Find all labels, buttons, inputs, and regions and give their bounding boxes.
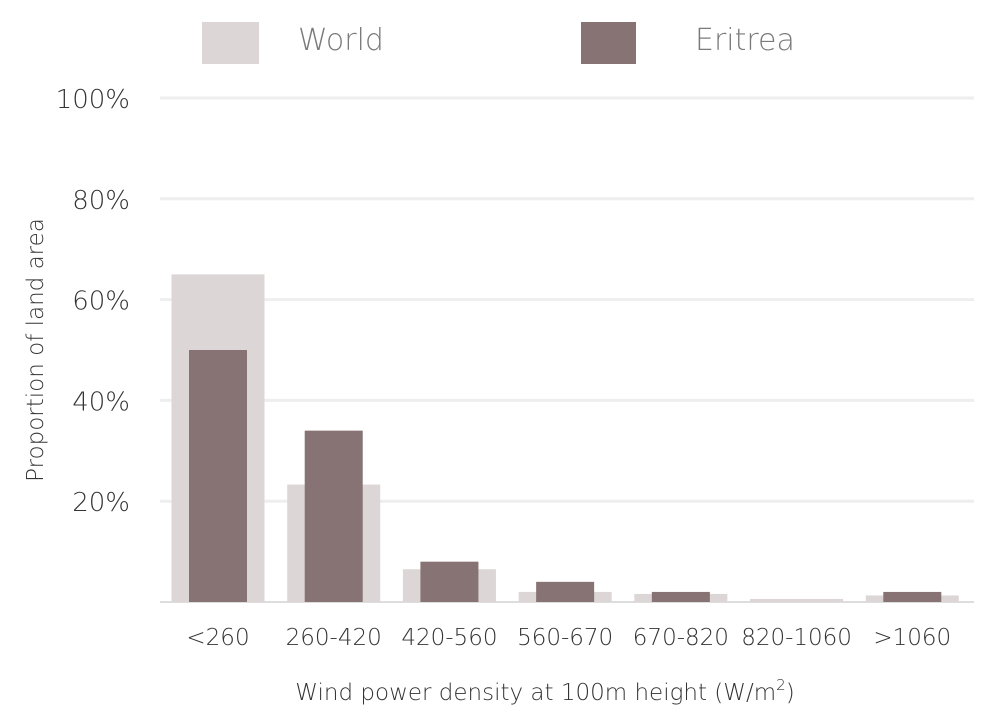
x-axis-ticks: <260 260-420 420-560 560-670 670-820 820-1060… xyxy=(186,625,951,651)
x-axis-title-main: Wind power density at 100m height (W/m xyxy=(295,680,776,706)
bar-eritrea xyxy=(536,581,595,602)
x-tick-label: 260-420 xyxy=(286,625,382,651)
bar-eritrea xyxy=(420,561,479,602)
bar-eritrea xyxy=(883,591,942,602)
y-tick-label: 100% xyxy=(56,85,130,115)
y-tick-label: 20% xyxy=(72,488,130,518)
x-axis-title: Wind power density at 100m height (W/m2) xyxy=(295,676,794,706)
x-tick-label: <260 xyxy=(186,625,249,651)
legend-label-world: World xyxy=(298,23,384,58)
x-tick-label: 820-1060 xyxy=(741,625,852,651)
y-axis-title: Proportion of land area xyxy=(23,218,49,482)
y-tick-label: 80% xyxy=(72,186,130,216)
x-tick-label: 560-670 xyxy=(517,625,613,651)
legend: World Eritrea xyxy=(202,22,795,64)
bar-world xyxy=(750,598,844,602)
bar-eritrea xyxy=(304,430,363,602)
x-axis-title-close: ) xyxy=(786,680,795,706)
x-tick-label: 420-560 xyxy=(401,625,497,651)
legend-swatch-eritrea xyxy=(581,22,636,64)
y-tick-label: 60% xyxy=(72,287,130,317)
x-axis-title-superscript: 2 xyxy=(776,676,786,694)
y-axis-ticks: 100% 80% 60% 40% 20% xyxy=(56,85,130,518)
bar-eritrea xyxy=(189,350,247,602)
bar-eritrea xyxy=(651,591,710,602)
gridlines xyxy=(160,96,974,603)
legend-swatch-world xyxy=(202,22,259,64)
x-tick-label: >1060 xyxy=(873,625,951,651)
x-tick-label: 670-820 xyxy=(633,625,729,651)
y-tick-label: 40% xyxy=(72,387,130,417)
bars xyxy=(171,274,959,602)
legend-label-eritrea: Eritrea xyxy=(695,23,795,58)
